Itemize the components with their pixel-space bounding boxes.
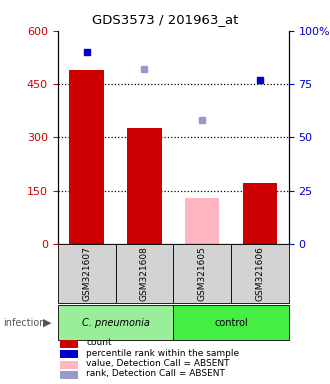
Bar <box>60 371 78 379</box>
Text: GSM321608: GSM321608 <box>140 246 149 301</box>
Bar <box>173 305 289 340</box>
Bar <box>115 244 173 303</box>
Text: ▶: ▶ <box>43 318 51 328</box>
Text: percentile rank within the sample: percentile rank within the sample <box>86 349 239 358</box>
Text: C. pneumonia: C. pneumonia <box>82 318 149 328</box>
Bar <box>60 361 78 369</box>
Text: control: control <box>214 318 248 328</box>
Text: count: count <box>86 338 112 348</box>
Text: GSM321606: GSM321606 <box>255 246 264 301</box>
Bar <box>231 244 289 303</box>
Bar <box>173 244 231 303</box>
Bar <box>60 340 78 348</box>
Bar <box>127 128 162 244</box>
Bar <box>69 70 104 244</box>
Bar <box>58 305 173 340</box>
Text: GSM321605: GSM321605 <box>198 246 207 301</box>
Text: infection: infection <box>3 318 46 328</box>
Bar <box>185 198 219 244</box>
Text: GSM321607: GSM321607 <box>82 246 91 301</box>
Text: GDS3573 / 201963_at: GDS3573 / 201963_at <box>92 13 238 26</box>
Bar <box>243 184 277 244</box>
Text: rank, Detection Call = ABSENT: rank, Detection Call = ABSENT <box>86 369 225 378</box>
Text: value, Detection Call = ABSENT: value, Detection Call = ABSENT <box>86 359 230 368</box>
Bar <box>58 244 115 303</box>
Bar <box>60 350 78 358</box>
